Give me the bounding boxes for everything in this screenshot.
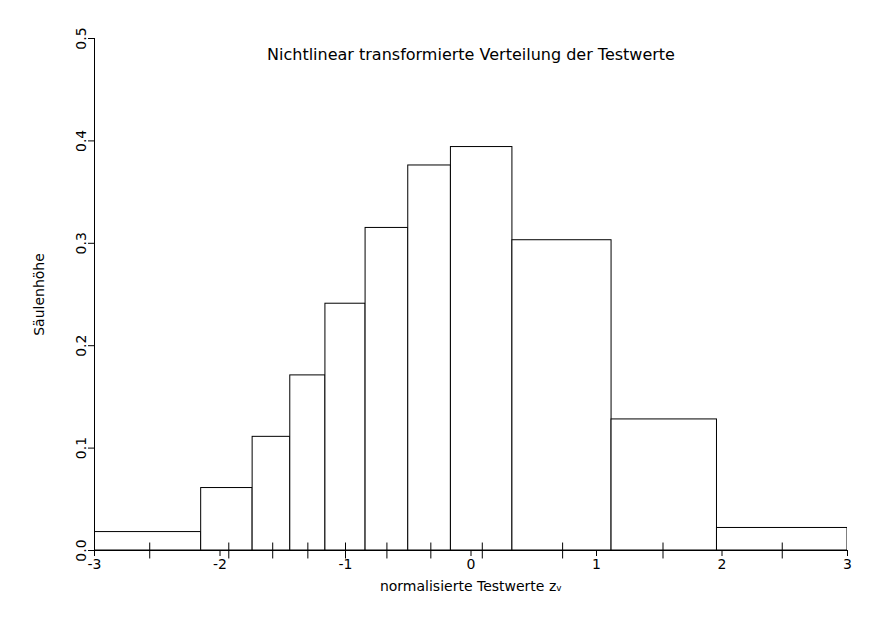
svg-text:0.1: 0.1 bbox=[73, 437, 89, 459]
svg-text:-3: -3 bbox=[88, 556, 102, 572]
svg-text:0.3: 0.3 bbox=[73, 232, 89, 254]
svg-text:1: 1 bbox=[592, 556, 601, 572]
svg-text:normalisierte Testwerte zᵥ: normalisierte Testwerte zᵥ bbox=[380, 578, 562, 594]
svg-text:-1: -1 bbox=[339, 556, 353, 572]
svg-text:0.4: 0.4 bbox=[73, 130, 89, 152]
svg-text:0.5: 0.5 bbox=[73, 27, 89, 49]
svg-text:Nichtlinear transformierte Ver: Nichtlinear transformierte Verteilung de… bbox=[267, 45, 675, 64]
svg-text:0.0: 0.0 bbox=[73, 539, 89, 561]
svg-text:Säulenhöhe: Säulenhöhe bbox=[31, 253, 47, 336]
svg-text:3: 3 bbox=[843, 556, 852, 572]
svg-text:2: 2 bbox=[718, 556, 727, 572]
svg-text:0: 0 bbox=[467, 556, 476, 572]
svg-text:-2: -2 bbox=[213, 556, 227, 572]
svg-text:0.2: 0.2 bbox=[73, 335, 89, 357]
